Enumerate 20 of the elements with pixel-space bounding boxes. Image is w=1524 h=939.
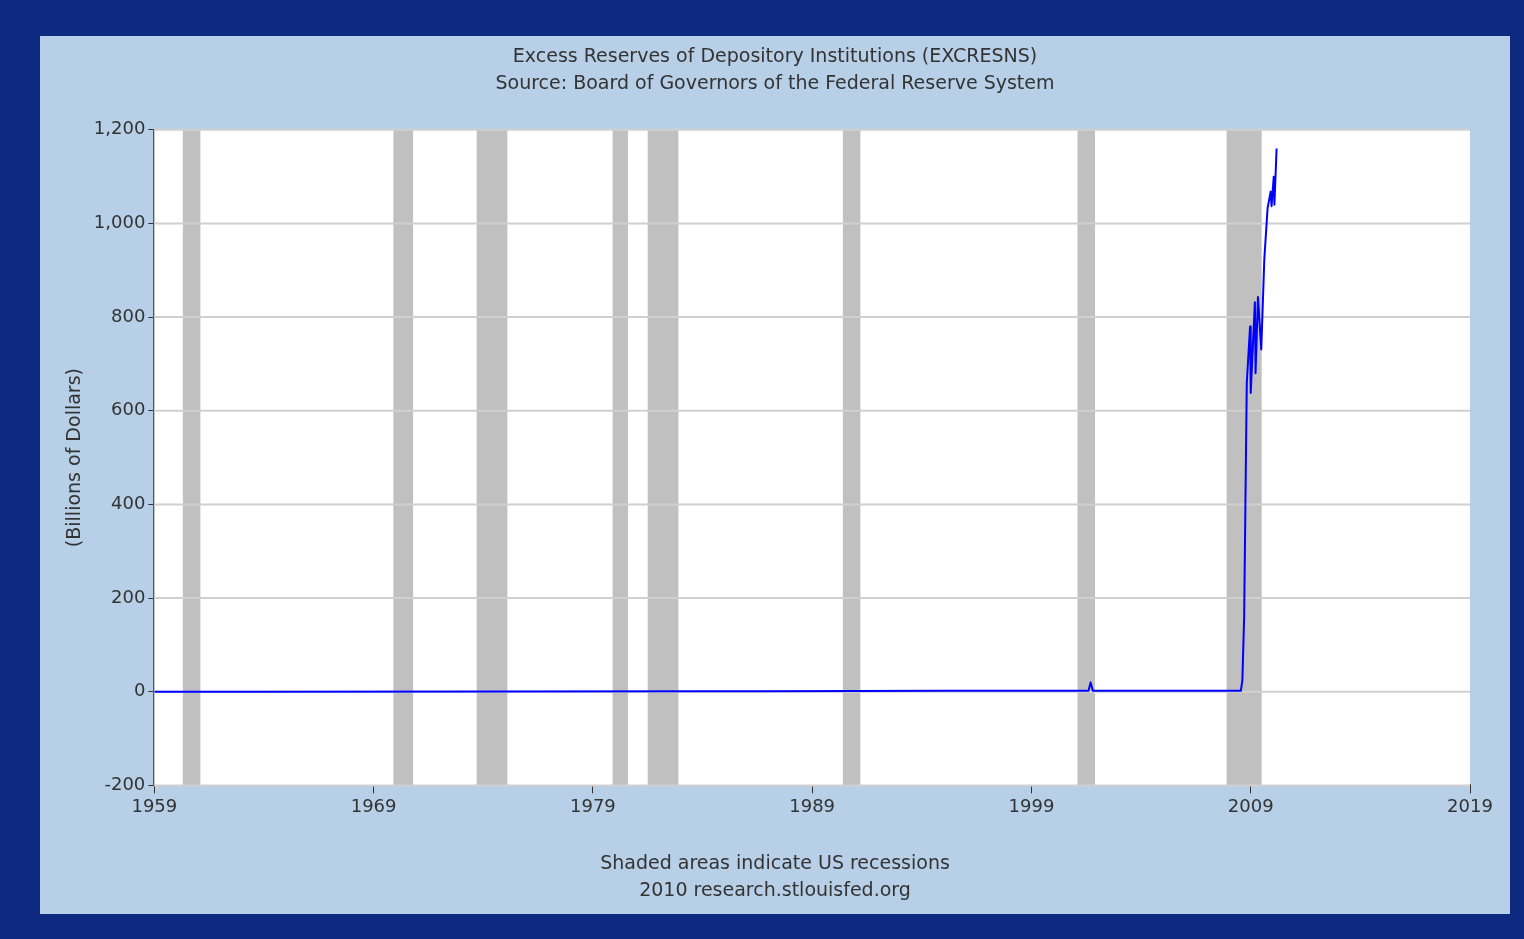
x-tick-label: 1979 [569, 794, 616, 816]
x-tick-label: 1959 [131, 794, 178, 816]
y-tick-label: 400 [110, 492, 146, 514]
text: 2010 research.stlouisfed.org [638, 878, 912, 900]
y-tick-label: 0 [133, 679, 146, 701]
x-tick-label: 1989 [789, 794, 836, 816]
x-tick-label: 1999 [1008, 794, 1055, 816]
y-axis-title: (Billions of Dollars) [62, 368, 85, 548]
y-tick-label: 1,200 [93, 117, 146, 139]
chart-subtitle: Source: Board of Governors of the Federal Reserve System [494, 71, 1056, 93]
x-tick-label: 2009 [1227, 794, 1274, 816]
x-tick-label: 1969 [350, 794, 397, 816]
text: Shaded areas indicate US recessions [599, 851, 951, 873]
y-tick-label: 800 [110, 304, 146, 326]
y-tick-label: -200 [104, 773, 146, 795]
y-tick-label: 1,000 [93, 211, 146, 233]
y-tick-label: 600 [110, 398, 146, 420]
x-tick-label: 2019 [1447, 794, 1493, 816]
y-tick-label: 200 [110, 585, 146, 607]
chart-title: Excess Reserves of Depository Institutions (EXCRESNS) [511, 44, 1039, 66]
